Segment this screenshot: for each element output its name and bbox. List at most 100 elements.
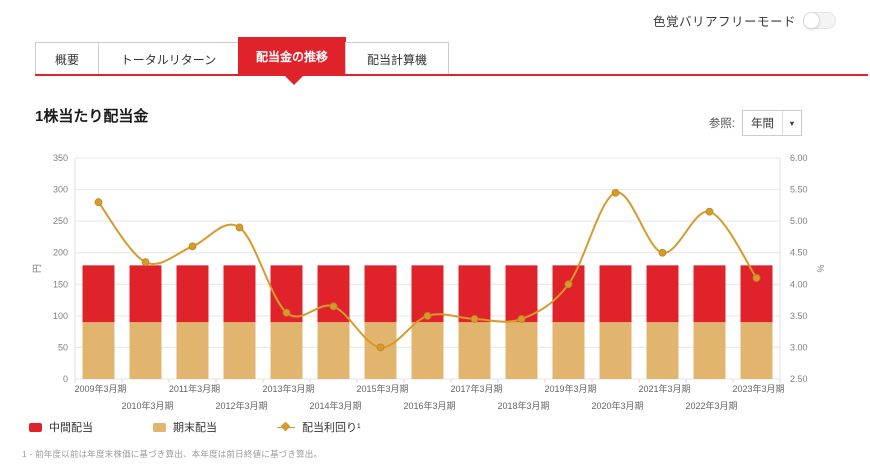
legend-label: 配当利回り¹: [302, 422, 361, 434]
bar-interim[interactable]: [176, 265, 209, 323]
legend-item-yield: 配当利回り¹: [277, 419, 361, 435]
svg-text:200: 200: [53, 248, 68, 258]
svg-text:2023年3月期: 2023年3月期: [732, 383, 784, 394]
bar-yearend[interactable]: [82, 322, 115, 379]
bar-yearend[interactable]: [270, 322, 303, 379]
bar-interim[interactable]: [129, 265, 162, 323]
yield-point[interactable]: [188, 242, 197, 251]
yield-point[interactable]: [470, 315, 479, 323]
svg-text:0: 0: [63, 374, 68, 384]
bar-yearend[interactable]: [223, 322, 256, 379]
tab-overview[interactable]: 概要: [35, 42, 99, 75]
tab-dividend-calculator[interactable]: 配当計算機: [345, 42, 449, 75]
yield-point[interactable]: [94, 198, 103, 207]
page-title: 1株当たり配当金: [35, 108, 149, 125]
svg-text:6.00: 6.00: [790, 153, 808, 163]
legend-item-yearend: 期末配当: [153, 419, 217, 435]
colorblind-mode-toggle[interactable]: [803, 12, 836, 29]
bar-interim[interactable]: [552, 265, 585, 323]
yield-point[interactable]: [235, 223, 244, 232]
svg-text:5.50: 5.50: [790, 185, 808, 195]
yield-point[interactable]: [423, 311, 432, 320]
tab-underline: [35, 74, 868, 76]
bar-interim[interactable]: [740, 265, 773, 323]
svg-text:円: 円: [32, 264, 42, 273]
bar-interim[interactable]: [223, 265, 256, 323]
bar-yearend[interactable]: [552, 322, 585, 379]
dividend-bars[interactable]: [82, 265, 773, 379]
bar-interim[interactable]: [505, 265, 538, 323]
bar-interim[interactable]: [599, 265, 632, 323]
bar-yearend[interactable]: [505, 322, 538, 379]
tab-bar: 概要 トータルリターン 配当金の推移 配当計算機: [35, 37, 449, 75]
period-selector-label: 参照:: [708, 118, 735, 130]
x-axis-labels: 2009年3月期 2010年3月期 2011年3月期 2012年3月期 2013年3月期…: [74, 383, 784, 411]
yield-point[interactable]: [376, 343, 385, 352]
svg-text:2.50: 2.50: [790, 374, 808, 384]
svg-text:2015年3月期: 2015年3月期: [356, 383, 408, 394]
svg-text:100: 100: [53, 311, 68, 321]
svg-text:2018年3月期: 2018年3月期: [497, 400, 549, 411]
bar-interim[interactable]: [364, 265, 397, 323]
bar-interim[interactable]: [82, 265, 115, 323]
yield-point[interactable]: [141, 258, 150, 267]
bar-yearend[interactable]: [599, 322, 632, 379]
svg-text:300: 300: [53, 185, 68, 195]
period-select[interactable]: 年間 ▼: [742, 110, 802, 136]
yield-point[interactable]: [658, 248, 667, 257]
yield-point[interactable]: [329, 302, 338, 311]
svg-text:4.00: 4.00: [790, 279, 808, 289]
chart-footnote: 1 - 前年度以前は年度末株価に基づき算出、本年度は前日終値に基づき算出。: [22, 449, 323, 459]
period-select-value: 年間: [751, 118, 774, 130]
bar-interim[interactable]: [458, 265, 491, 323]
yield-point[interactable]: [282, 308, 291, 317]
chevron-down-icon: ▼: [782, 111, 801, 135]
bar-interim[interactable]: [693, 265, 726, 323]
yield-point[interactable]: [517, 315, 526, 323]
bar-yearend[interactable]: [646, 322, 679, 379]
bar-yearend[interactable]: [411, 322, 444, 379]
svg-text:4.50: 4.50: [790, 248, 808, 258]
svg-text:50: 50: [58, 342, 68, 352]
bar-yearend[interactable]: [176, 322, 209, 379]
svg-text:%: %: [816, 264, 826, 272]
svg-text:2012年3月期: 2012年3月期: [215, 400, 267, 411]
svg-text:3.00: 3.00: [790, 342, 808, 352]
dividend-chart-svg[interactable]: 0 50 100 150 200 250 300 350 2.50 3.00 3.50 4.00 4.5…: [0, 143, 870, 419]
legend-item-interim: 中間配当: [29, 419, 93, 435]
svg-text:150: 150: [53, 279, 68, 289]
svg-text:2022年3月期: 2022年3月期: [685, 400, 737, 411]
bar-interim[interactable]: [646, 265, 679, 323]
svg-text:250: 250: [53, 216, 68, 226]
bar-yearend[interactable]: [693, 322, 726, 379]
tab-total-return[interactable]: トータルリターン: [98, 42, 239, 75]
active-tab-arrow: [285, 76, 303, 85]
tab-dividend-trend[interactable]: 配当金の推移: [238, 37, 346, 75]
yield-point[interactable]: [705, 207, 714, 216]
bar-yearend[interactable]: [458, 322, 491, 379]
colorblind-mode-label: 色覚バリアフリーモード: [652, 15, 796, 29]
bar-yearend[interactable]: [129, 322, 162, 379]
svg-text:3.50: 3.50: [790, 311, 808, 321]
svg-text:5.00: 5.00: [790, 216, 808, 226]
toggle-knob: [803, 12, 820, 29]
chart-legend: 中間配当 期末配当 配当利回り¹: [29, 419, 421, 435]
period-selector-row: 参照: 年間 ▼: [709, 110, 802, 136]
legend-label: 期末配当: [173, 422, 217, 434]
svg-text:2016年3月期: 2016年3月期: [403, 400, 455, 411]
bar-yearend[interactable]: [740, 322, 773, 379]
bar-yearend[interactable]: [317, 322, 350, 379]
svg-text:2020年3月期: 2020年3月期: [591, 400, 643, 411]
yield-point[interactable]: [752, 274, 761, 282]
svg-text:2014年3月期: 2014年3月期: [309, 400, 361, 411]
interim-swatch-icon: [29, 422, 42, 432]
svg-text:2011年3月期: 2011年3月期: [169, 383, 220, 394]
svg-text:2009年3月期: 2009年3月期: [74, 383, 126, 394]
yield-point[interactable]: [611, 188, 620, 197]
yield-point[interactable]: [564, 280, 573, 289]
svg-text:2021年3月期: 2021年3月期: [638, 383, 690, 394]
yield-line[interactable]: [94, 188, 761, 352]
svg-text:2010年3月期: 2010年3月期: [121, 400, 173, 411]
yearend-swatch-icon: [153, 422, 166, 432]
